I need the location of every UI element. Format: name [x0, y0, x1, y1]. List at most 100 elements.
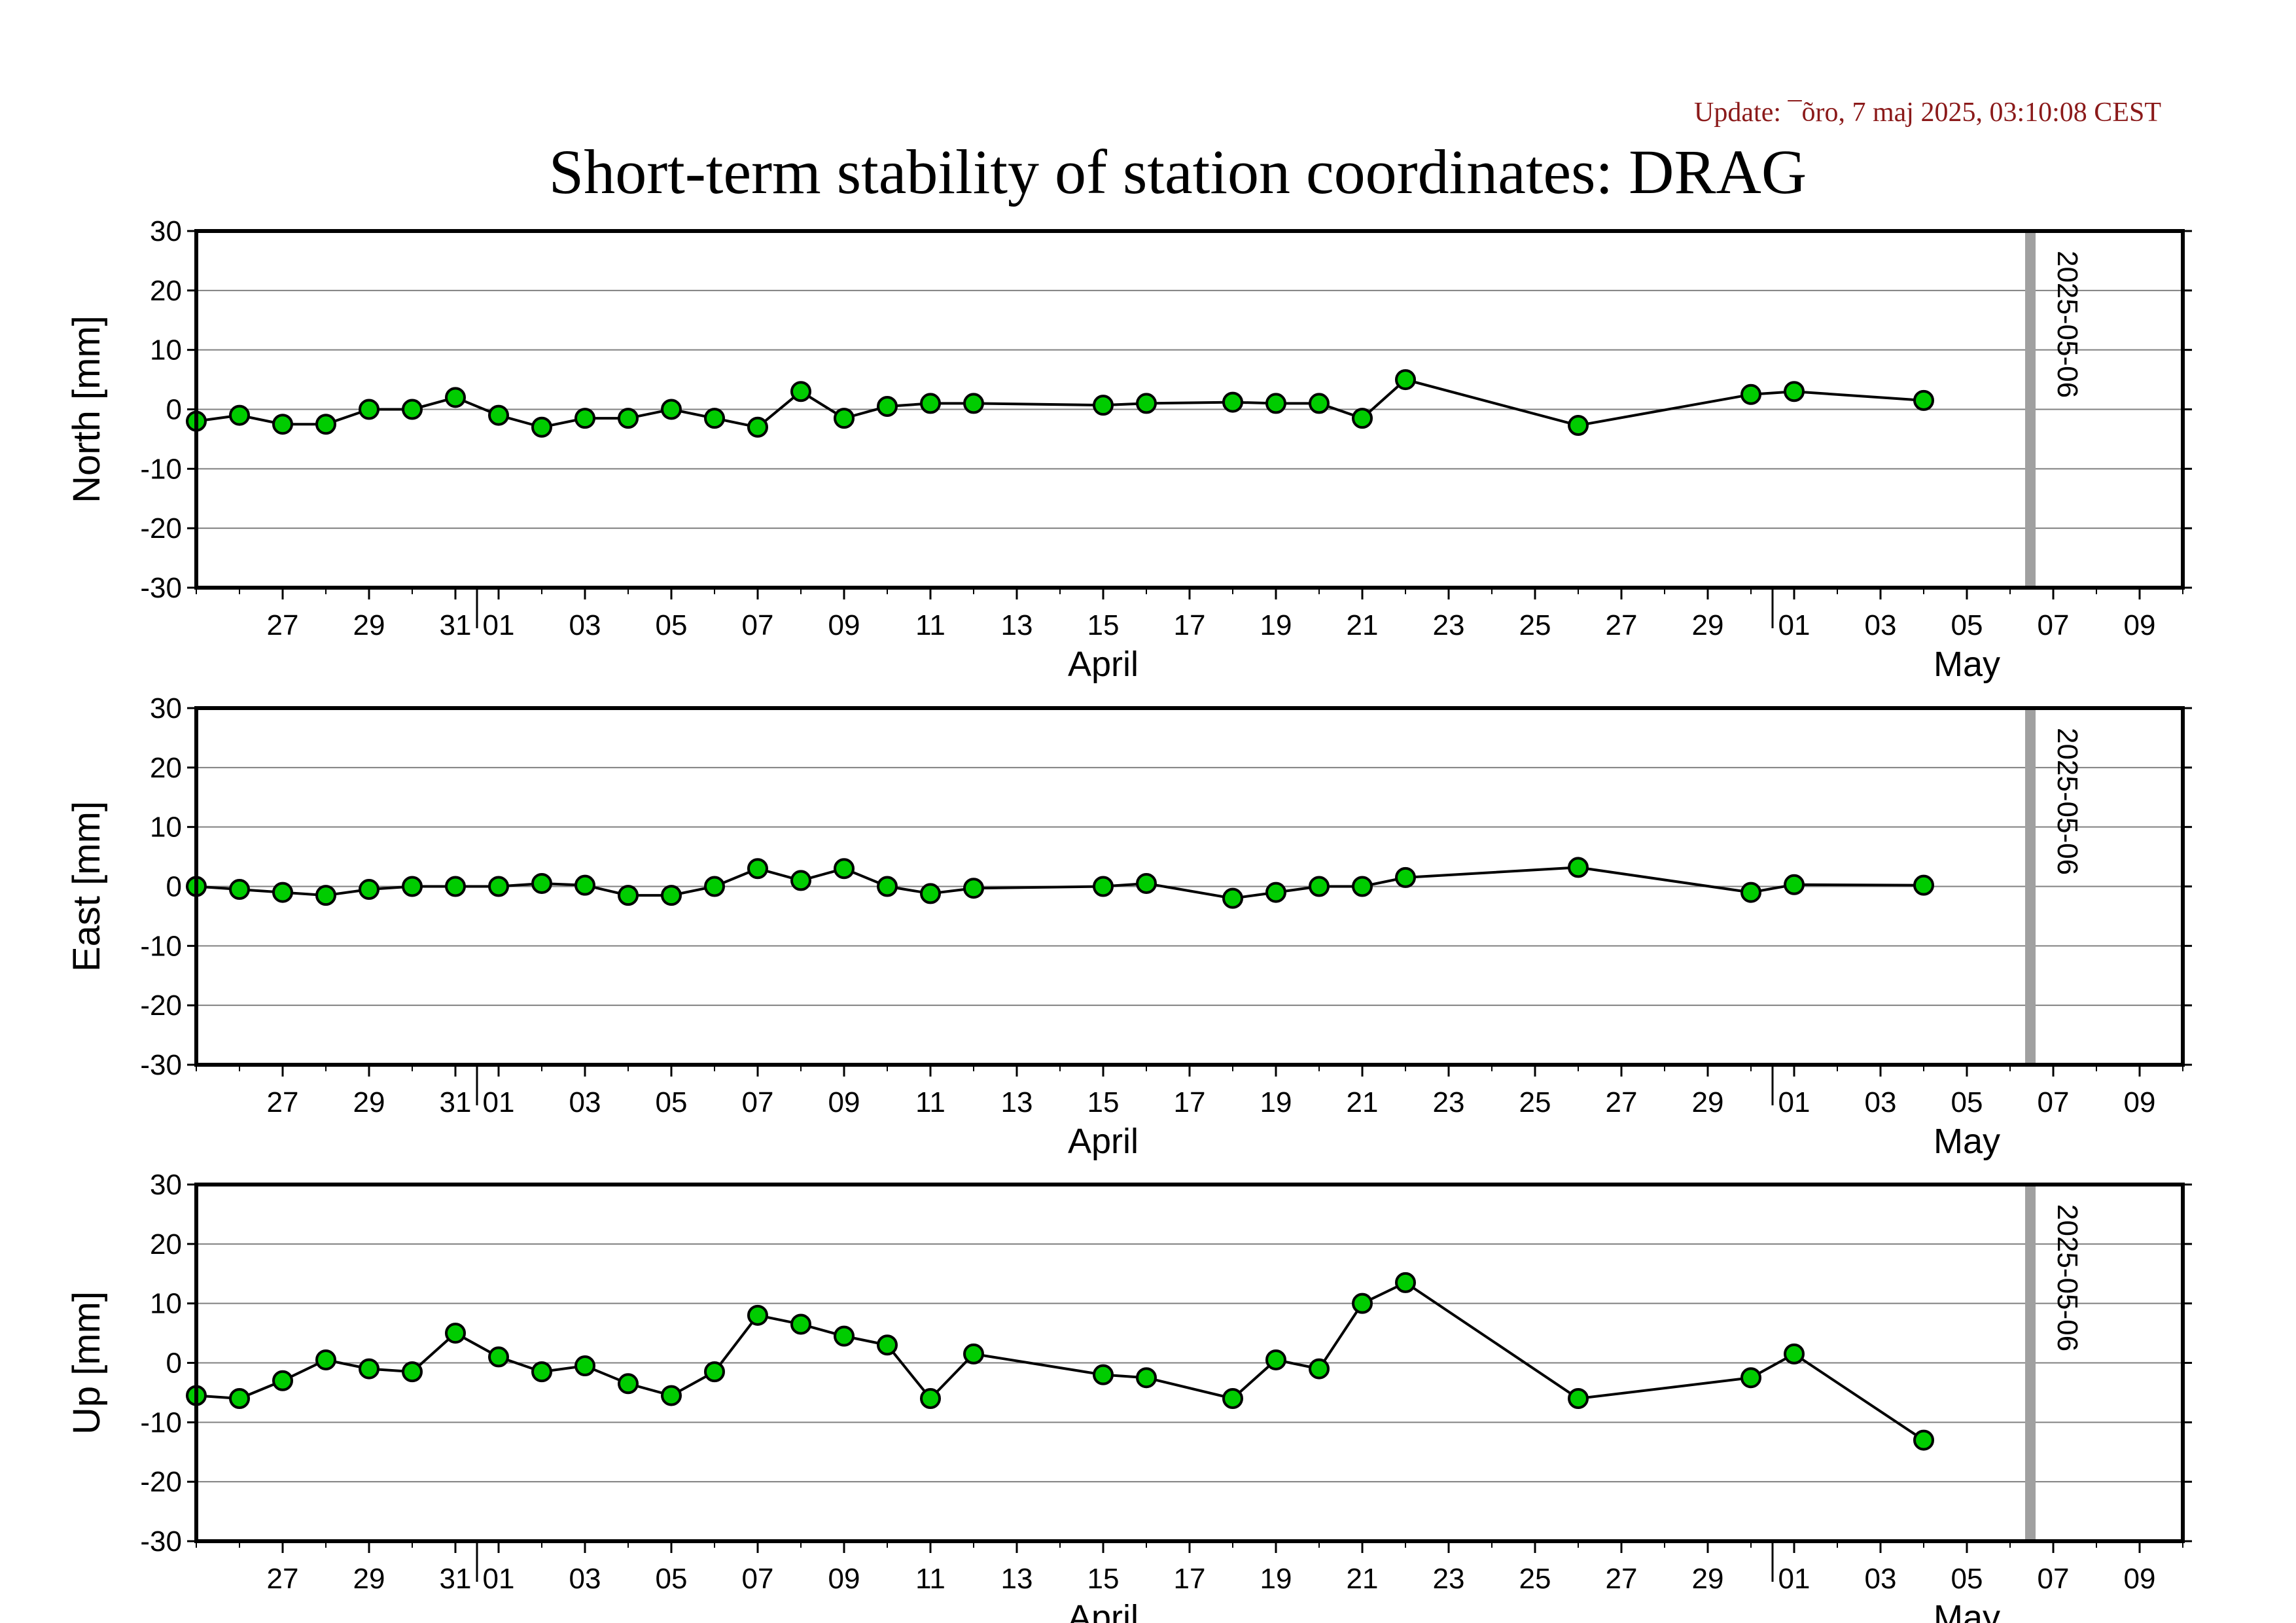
- x-tick-label-2: 31: [440, 609, 472, 641]
- y-tick-label-3: 0: [166, 871, 182, 903]
- x-tick-label-14: 23: [1433, 1086, 1465, 1118]
- x-tick-label-12: 19: [1260, 1563, 1292, 1595]
- x-tick-label-3: 01: [483, 609, 515, 641]
- x-tick-label-11: 17: [1174, 1086, 1206, 1118]
- data-point: [618, 408, 639, 429]
- y-tick-label-3: 0: [166, 1347, 182, 1380]
- x-tick-label-5: 05: [656, 1563, 688, 1595]
- x-tick-label-7: 09: [828, 609, 860, 641]
- data-point: [445, 876, 466, 897]
- data-point: [488, 876, 509, 897]
- data-point: [402, 876, 423, 897]
- x-tick-label-4: 03: [569, 1563, 601, 1595]
- x-tick-label-15: 25: [1519, 1086, 1551, 1118]
- data-point: [963, 878, 984, 899]
- x-tick-label-10: 15: [1087, 609, 1120, 641]
- data-point: [488, 404, 509, 426]
- data-point: [1395, 866, 1416, 888]
- y-axis-label: Up [mm]: [65, 1291, 108, 1435]
- data-point: [1093, 1364, 1114, 1385]
- data-point: [1093, 876, 1114, 897]
- data-point: [1265, 393, 1286, 414]
- y-tick-label-1: -20: [140, 512, 182, 544]
- update-timestamp: Update: ¯õro, 7 maj 2025, 03:10:08 CEST: [1694, 98, 2161, 128]
- data-point: [488, 1346, 509, 1368]
- y-tick-label-0: -30: [140, 1049, 182, 1081]
- x-tick-label-22: 09: [2124, 1563, 2156, 1595]
- y-tick-label-1: -20: [140, 1466, 182, 1498]
- x-tick-label-16: 27: [1606, 1563, 1638, 1595]
- x-tick-label-15: 25: [1519, 609, 1551, 641]
- y-tick-label-2: -10: [140, 930, 182, 962]
- x-tick-label-16: 27: [1606, 609, 1638, 641]
- data-point: [1740, 1367, 1761, 1389]
- x-tick-label-9: 13: [1001, 609, 1033, 641]
- data-point: [1093, 395, 1114, 416]
- y-axis-label: North [mm]: [65, 315, 108, 503]
- x-tick-label-19: 03: [1865, 609, 1897, 641]
- x-tick-label-13: 21: [1347, 1086, 1379, 1118]
- x-tick-label-6: 07: [742, 1563, 774, 1595]
- x-tick-label-1: 29: [353, 1563, 385, 1595]
- y-tick-label-3: 0: [166, 394, 182, 426]
- x-tick-label-18: 01: [1778, 1086, 1810, 1118]
- data-point: [574, 408, 595, 429]
- x-tick-label-0: 27: [267, 609, 299, 641]
- data-point: [1352, 1293, 1373, 1314]
- x-tick-label-10: 15: [1087, 1086, 1120, 1118]
- data-point: [1222, 1388, 1243, 1409]
- x-tick-label-6: 07: [742, 1086, 774, 1118]
- data-point: [877, 876, 898, 897]
- data-point: [790, 1313, 811, 1335]
- data-point: [229, 879, 250, 901]
- x-tick-label-3: 01: [483, 1086, 515, 1118]
- data-point: [834, 408, 855, 429]
- data-point: [229, 404, 250, 426]
- x-tick-label-12: 19: [1260, 1086, 1292, 1118]
- data-point: [1568, 1388, 1589, 1409]
- reference-date-label: 2025-05-06: [2051, 728, 2083, 875]
- x-tick-label-20: 05: [1951, 1086, 1983, 1118]
- data-point: [920, 883, 941, 904]
- chart-title: Short-term stability of station coordina…: [549, 137, 1807, 207]
- data-point: [229, 1388, 250, 1409]
- data-point: [877, 1334, 898, 1356]
- x-tick-label-11: 17: [1174, 609, 1206, 641]
- data-point: [445, 387, 466, 408]
- x-tick-label-4: 03: [569, 1086, 601, 1118]
- y-tick-label-4: 10: [150, 812, 182, 844]
- month-label-1: May: [1934, 1598, 2000, 1623]
- y-axis-label: East [mm]: [65, 801, 108, 972]
- x-tick-label-14: 23: [1433, 1563, 1465, 1595]
- data-point: [574, 874, 595, 896]
- x-tick-label-7: 09: [828, 1086, 860, 1118]
- data-point: [445, 1323, 466, 1344]
- plot-frame: [194, 1183, 2185, 1543]
- x-tick-label-16: 27: [1606, 1086, 1638, 1118]
- data-point: [661, 885, 682, 906]
- data-point: [1913, 389, 1934, 411]
- x-tick-label-17: 29: [1692, 609, 1724, 641]
- data-point: [704, 1361, 725, 1383]
- data-point: [963, 1343, 984, 1364]
- data-point: [359, 879, 380, 901]
- data-point: [1265, 1349, 1286, 1370]
- x-tick-label-9: 13: [1001, 1086, 1033, 1118]
- data-point: [1265, 882, 1286, 903]
- x-tick-label-15: 25: [1519, 1563, 1551, 1595]
- data-point: [1136, 393, 1157, 414]
- data-point: [1395, 1272, 1416, 1293]
- y-tick-label-2: -10: [140, 1406, 182, 1438]
- x-tick-label-21: 07: [2038, 609, 2070, 641]
- data-point: [1568, 415, 1589, 437]
- data-point: [661, 1385, 682, 1406]
- x-tick-label-2: 31: [440, 1086, 472, 1118]
- x-tick-label-21: 07: [2038, 1563, 2070, 1595]
- y-tick-label-1: -20: [140, 990, 182, 1022]
- y-tick-label-5: 20: [150, 1228, 182, 1260]
- data-point: [747, 1304, 768, 1326]
- data-point: [661, 399, 682, 420]
- data-point: [704, 408, 725, 429]
- data-point: [1222, 887, 1243, 909]
